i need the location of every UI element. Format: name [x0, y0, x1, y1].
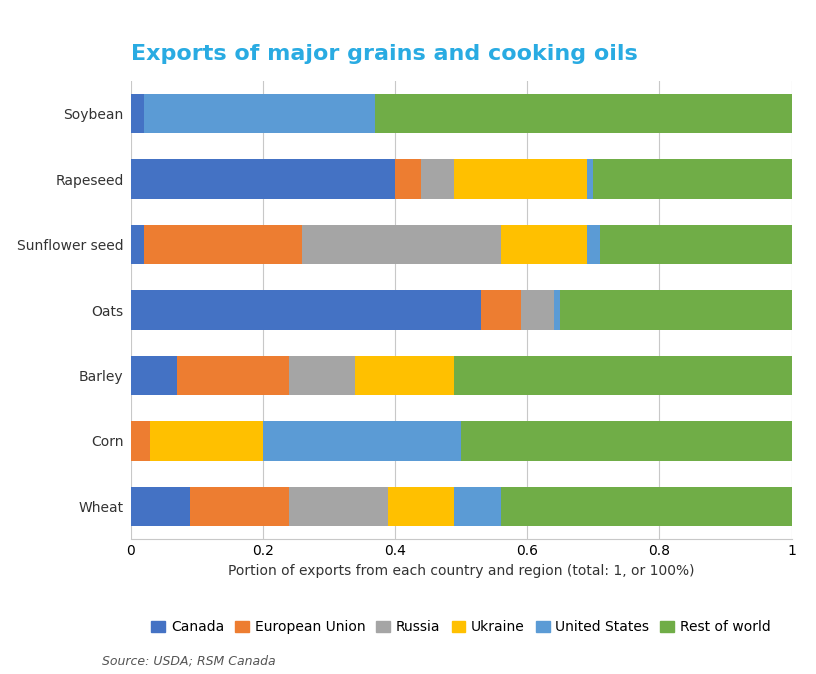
Bar — [150, 421, 263, 460]
Text: Exports of major grains and cooking oils: Exports of major grains and cooking oils — [131, 44, 637, 64]
Bar — [289, 487, 388, 526]
Bar — [388, 487, 455, 526]
Bar — [131, 290, 481, 330]
Bar — [521, 290, 553, 330]
Bar — [455, 356, 792, 395]
Bar — [481, 290, 521, 330]
Bar — [131, 487, 190, 526]
Bar — [190, 487, 289, 526]
Bar — [263, 421, 461, 460]
Bar — [461, 421, 792, 460]
Bar — [131, 356, 177, 395]
Bar — [131, 94, 144, 133]
Bar — [355, 356, 455, 395]
X-axis label: Portion of exports from each country and region (total: 1, or 100%): Portion of exports from each country and… — [228, 563, 694, 578]
Bar — [131, 160, 395, 199]
Bar — [561, 290, 792, 330]
Legend: Canada, European Union, Russia, Ukraine, United States, Rest of world: Canada, European Union, Russia, Ukraine,… — [146, 615, 776, 640]
Bar — [553, 290, 561, 330]
Bar — [501, 225, 587, 264]
Bar — [177, 356, 289, 395]
Bar — [455, 160, 587, 199]
Bar — [600, 225, 792, 264]
Bar — [131, 225, 144, 264]
Bar — [501, 487, 792, 526]
Bar — [421, 160, 455, 199]
Bar — [593, 160, 792, 199]
Bar — [131, 421, 150, 460]
Bar — [289, 356, 355, 395]
Bar — [587, 160, 593, 199]
Bar — [455, 487, 501, 526]
Bar — [395, 160, 421, 199]
Bar — [303, 225, 501, 264]
Bar — [375, 94, 792, 133]
Text: Source: USDA; RSM Canada: Source: USDA; RSM Canada — [102, 654, 276, 667]
Bar — [144, 225, 303, 264]
Bar — [587, 225, 600, 264]
Bar — [144, 94, 375, 133]
